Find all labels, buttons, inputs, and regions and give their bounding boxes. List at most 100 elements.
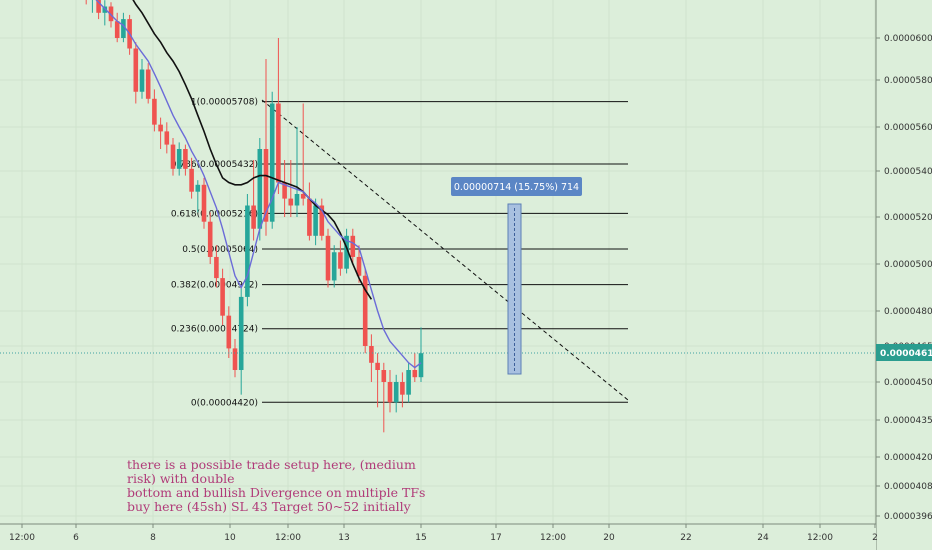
candle-body [381, 370, 387, 382]
candle-body [133, 48, 139, 92]
candle-body [412, 370, 418, 378]
time-axis-background [0, 524, 876, 550]
note-annotation[interactable]: there is a possible trade setup here, (m… [127, 457, 425, 514]
x-tick-label: 6 [73, 533, 79, 543]
fast-moving-average-line [95, 0, 422, 369]
candle-body [369, 346, 374, 363]
candle-body [288, 198, 294, 206]
price-axis-background [876, 0, 932, 550]
candle-body [152, 98, 157, 125]
candle-body [331, 252, 337, 281]
candle-body [350, 235, 356, 257]
candle-body [294, 194, 300, 206]
x-tick-label: 12:00 [275, 533, 301, 543]
candle-body [263, 149, 269, 222]
candle-body [195, 184, 201, 192]
x-tick-label: 10 [224, 533, 236, 543]
candle-body [121, 19, 126, 38]
candle-body [282, 182, 287, 199]
candle-body [362, 275, 368, 346]
trendline[interactable] [261, 99, 629, 401]
candle-body [406, 370, 411, 395]
x-tick-label: 22 [680, 533, 691, 543]
x-tick-label: 12:00 [807, 533, 833, 543]
candle-body [375, 362, 380, 370]
candle-body [387, 382, 393, 403]
x-tick-label: 8 [150, 533, 156, 543]
candle-body [96, 0, 101, 13]
x-tick-label: 12:00 [9, 533, 35, 543]
slow-moving-average-line [132, 0, 373, 300]
candle-body [356, 256, 362, 276]
note-line-4: buy here (45sh) SL 43 Target 50~52 initi… [127, 499, 412, 514]
candle-body [257, 149, 263, 229]
candle-body [139, 69, 145, 92]
candle-body [269, 103, 275, 222]
x-tick-label: 15 [415, 533, 426, 543]
candle-body [214, 256, 219, 279]
candle-body [176, 149, 182, 169]
x-tick-label: 24 [757, 533, 769, 543]
candle-body [158, 124, 163, 132]
candle-body [344, 235, 349, 269]
x-tick-label: 20 [603, 533, 615, 543]
x-tick-label: 17 [490, 533, 501, 543]
last-price-tag [876, 344, 932, 361]
candle-body [325, 235, 331, 281]
candle-body [102, 6, 108, 13]
candle-body [201, 184, 207, 222]
candle-body [300, 194, 306, 199]
candle-body [183, 149, 188, 169]
candle-body [418, 353, 424, 378]
candle-body [108, 6, 114, 22]
measure-tool[interactable]: 0.00000714 (15.75%) 714 [451, 177, 582, 375]
last-price-tag-label: 0.00004619 [880, 349, 932, 359]
candle-body [393, 382, 399, 403]
candlesticks [85, 0, 424, 433]
time-axis[interactable]: 12:00 6 8 10 12:00 13 15 17 12:00 20 22 24 12:00 2 [0, 523, 878, 550]
candle-body [245, 205, 250, 297]
fib-level-label: 1(0.00005708) [191, 98, 258, 108]
note-line-2: risk) with double [127, 471, 235, 486]
candle-body [400, 382, 405, 395]
candle-body [170, 144, 176, 169]
candle-body [307, 198, 312, 236]
candle-body [276, 103, 281, 183]
candle-body [164, 131, 170, 145]
candle-body [207, 221, 213, 257]
grid-lines [0, 0, 876, 524]
candle-body [251, 205, 256, 229]
fib-level-label: 0(0.00004420) [191, 398, 258, 408]
fib-level-label: 0.236(0.00004724) [171, 325, 258, 335]
fib-level-label: 0.5(0.00005064) [182, 245, 258, 255]
note-line-1: there is a possible trade setup here, (m… [127, 457, 416, 472]
fib-level-label: 0.786(0.00005432) [171, 160, 258, 170]
candle-body [319, 205, 325, 236]
measure-label: 0.00000714 (15.75%) 714 [454, 182, 579, 193]
candle-body [114, 21, 120, 38]
x-tick-label: 12:00 [540, 533, 566, 543]
candle-body [313, 205, 318, 236]
candle-body [338, 252, 343, 269]
fib-level-label: 0.382(0.00004912) [171, 281, 258, 291]
candle-body [238, 296, 244, 370]
note-line-3: bottom and bullish Divergence on multipl… [127, 485, 425, 500]
candle-body [232, 348, 238, 370]
measure-label-box [451, 177, 582, 196]
candle-body [220, 278, 225, 316]
x-tick-label: 13 [338, 533, 349, 543]
fib-retracement[interactable]: 1(0.00005708) 0.786(0.00005432) 0.618(0.00… [171, 98, 628, 409]
x-tick-label: 2 [872, 533, 878, 543]
